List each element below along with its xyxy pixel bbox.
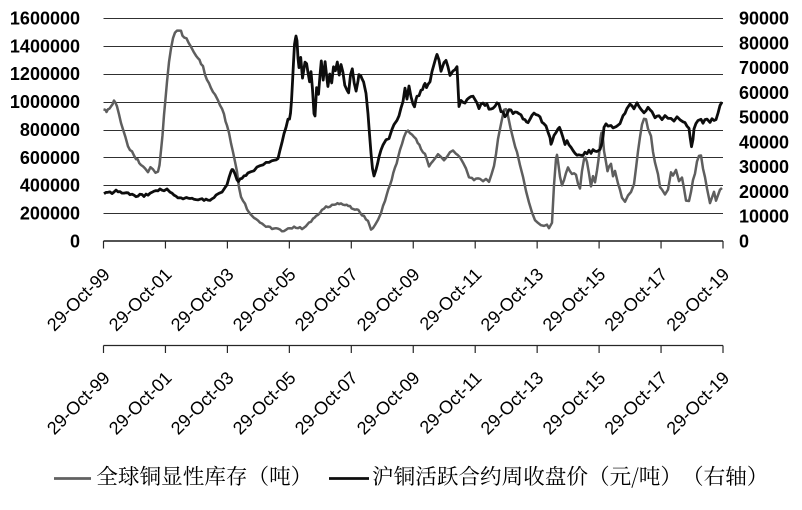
svg-text:800000: 800000 xyxy=(20,120,80,140)
svg-text:10000: 10000 xyxy=(739,207,789,227)
svg-text:0: 0 xyxy=(739,231,749,251)
svg-text:50000: 50000 xyxy=(739,108,789,128)
svg-text:60000: 60000 xyxy=(739,83,789,103)
svg-text:200000: 200000 xyxy=(20,204,80,224)
svg-text:40000: 40000 xyxy=(739,132,789,152)
svg-text:30000: 30000 xyxy=(739,157,789,177)
svg-text:20000: 20000 xyxy=(739,182,789,202)
svg-text:1600000: 1600000 xyxy=(10,9,80,29)
svg-text:90000: 90000 xyxy=(739,9,789,29)
svg-text:1200000: 1200000 xyxy=(10,64,80,84)
svg-text:70000: 70000 xyxy=(739,58,789,78)
svg-text:0: 0 xyxy=(70,231,80,251)
svg-text:600000: 600000 xyxy=(20,148,80,168)
svg-text:1400000: 1400000 xyxy=(10,36,80,56)
svg-text:1000000: 1000000 xyxy=(10,92,80,112)
svg-text:80000: 80000 xyxy=(739,33,789,53)
svg-text:400000: 400000 xyxy=(20,176,80,196)
